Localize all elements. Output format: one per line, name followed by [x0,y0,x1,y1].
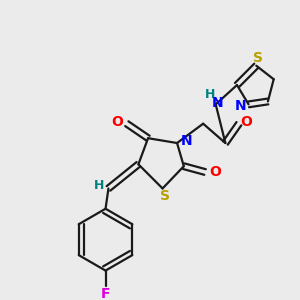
Text: O: O [111,115,123,129]
Text: S: S [160,189,170,203]
Text: H: H [94,179,104,192]
Text: O: O [241,115,253,129]
Text: N: N [235,99,247,113]
Text: F: F [101,287,110,300]
Text: O: O [209,165,221,179]
Text: S: S [253,51,263,65]
Text: N: N [212,96,224,110]
Text: H: H [205,88,215,101]
Text: N: N [181,134,193,148]
